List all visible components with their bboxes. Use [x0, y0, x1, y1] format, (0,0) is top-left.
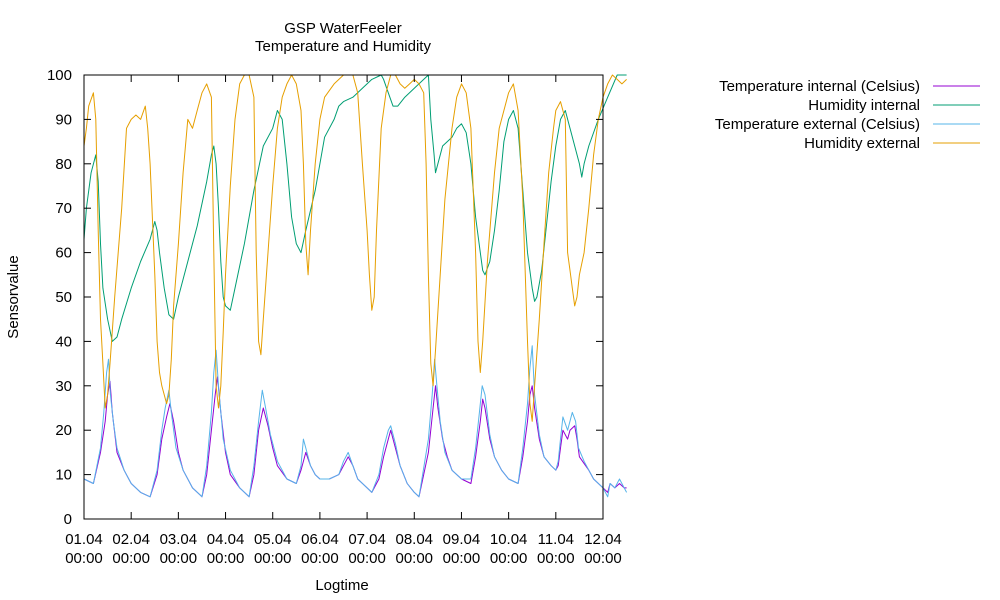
- x-tick-label-time: 00:00: [537, 550, 575, 567]
- series-line-4: [83, 74, 627, 422]
- y-tick-label: 90: [55, 111, 72, 128]
- x-tick-label-date: 01.04: [65, 531, 103, 548]
- x-tick-label-date: 02.04: [112, 531, 150, 548]
- y-tick-label: 80: [55, 156, 72, 173]
- x-tick-label-date: 11.04: [538, 531, 574, 548]
- x-tick-label-date: 08.04: [395, 531, 433, 548]
- x-tick-label-time: 00:00: [301, 550, 339, 567]
- x-tick-label-date: 03.04: [160, 531, 198, 548]
- x-tick-label-time: 00:00: [65, 550, 103, 567]
- x-tick-label-time: 00:00: [490, 550, 528, 567]
- y-tick-label: 60: [55, 245, 72, 262]
- y-tick-label: 40: [55, 333, 72, 350]
- y-tick-label: 0: [64, 511, 72, 528]
- x-tick-label-time: 00:00: [207, 550, 245, 567]
- x-tick-label-time: 00:00: [348, 550, 386, 567]
- series-line-2: [83, 74, 627, 342]
- y-tick-label: 50: [55, 289, 72, 306]
- x-tick-label-time: 00:00: [254, 550, 292, 567]
- x-tick-label-time: 00:00: [395, 550, 433, 567]
- legend-label-3: Temperature external (Celsius): [715, 116, 920, 133]
- y-tick-label: 70: [55, 200, 72, 217]
- legend-label-4: Humidity external: [804, 135, 920, 152]
- x-tick-label-time: 00:00: [112, 550, 150, 567]
- x-tick-label-time: 00:00: [584, 550, 622, 567]
- series-line-3: [83, 345, 628, 498]
- x-tick-label-date: 09.04: [443, 531, 481, 548]
- axes: 0 10 20 30 40 50 60 70 80 90 100 01.04 00:00 02.04 00:…: [47, 67, 622, 567]
- x-tick-label-date: 07.04: [348, 531, 386, 548]
- chart-title: GSP WaterFeeler: [284, 20, 402, 37]
- x-tick-label-date: 10.04: [490, 531, 528, 548]
- plot-frame: [83, 74, 604, 520]
- y-axis-label: Sensorvalue: [5, 255, 22, 338]
- x-tick-label-time: 00:00: [160, 550, 198, 567]
- y-tick-label: 10: [55, 467, 72, 484]
- series-line-1: [83, 376, 627, 498]
- y-tick-label: 100: [47, 67, 72, 84]
- y-tick-label: 30: [55, 378, 72, 395]
- x-tick-label-date: 12.04: [584, 531, 622, 548]
- y-tick-label: 20: [55, 422, 72, 439]
- legend-label-1: Temperature internal (Celsius): [719, 78, 920, 95]
- series-layer: [83, 74, 628, 498]
- chart-subtitle: Temperature and Humidity: [255, 38, 431, 55]
- x-tick-label-date: 06.04: [301, 531, 339, 548]
- x-tick-label-date: 05.04: [254, 531, 292, 548]
- x-tick-label-time: 00:00: [443, 550, 481, 567]
- legend-label-2: Humidity internal: [808, 97, 920, 114]
- x-tick-label-date: 04.04: [207, 531, 245, 548]
- legend: Temperature internal (Celsius) Humidity i…: [715, 78, 980, 152]
- x-axis-label: Logtime: [315, 577, 368, 594]
